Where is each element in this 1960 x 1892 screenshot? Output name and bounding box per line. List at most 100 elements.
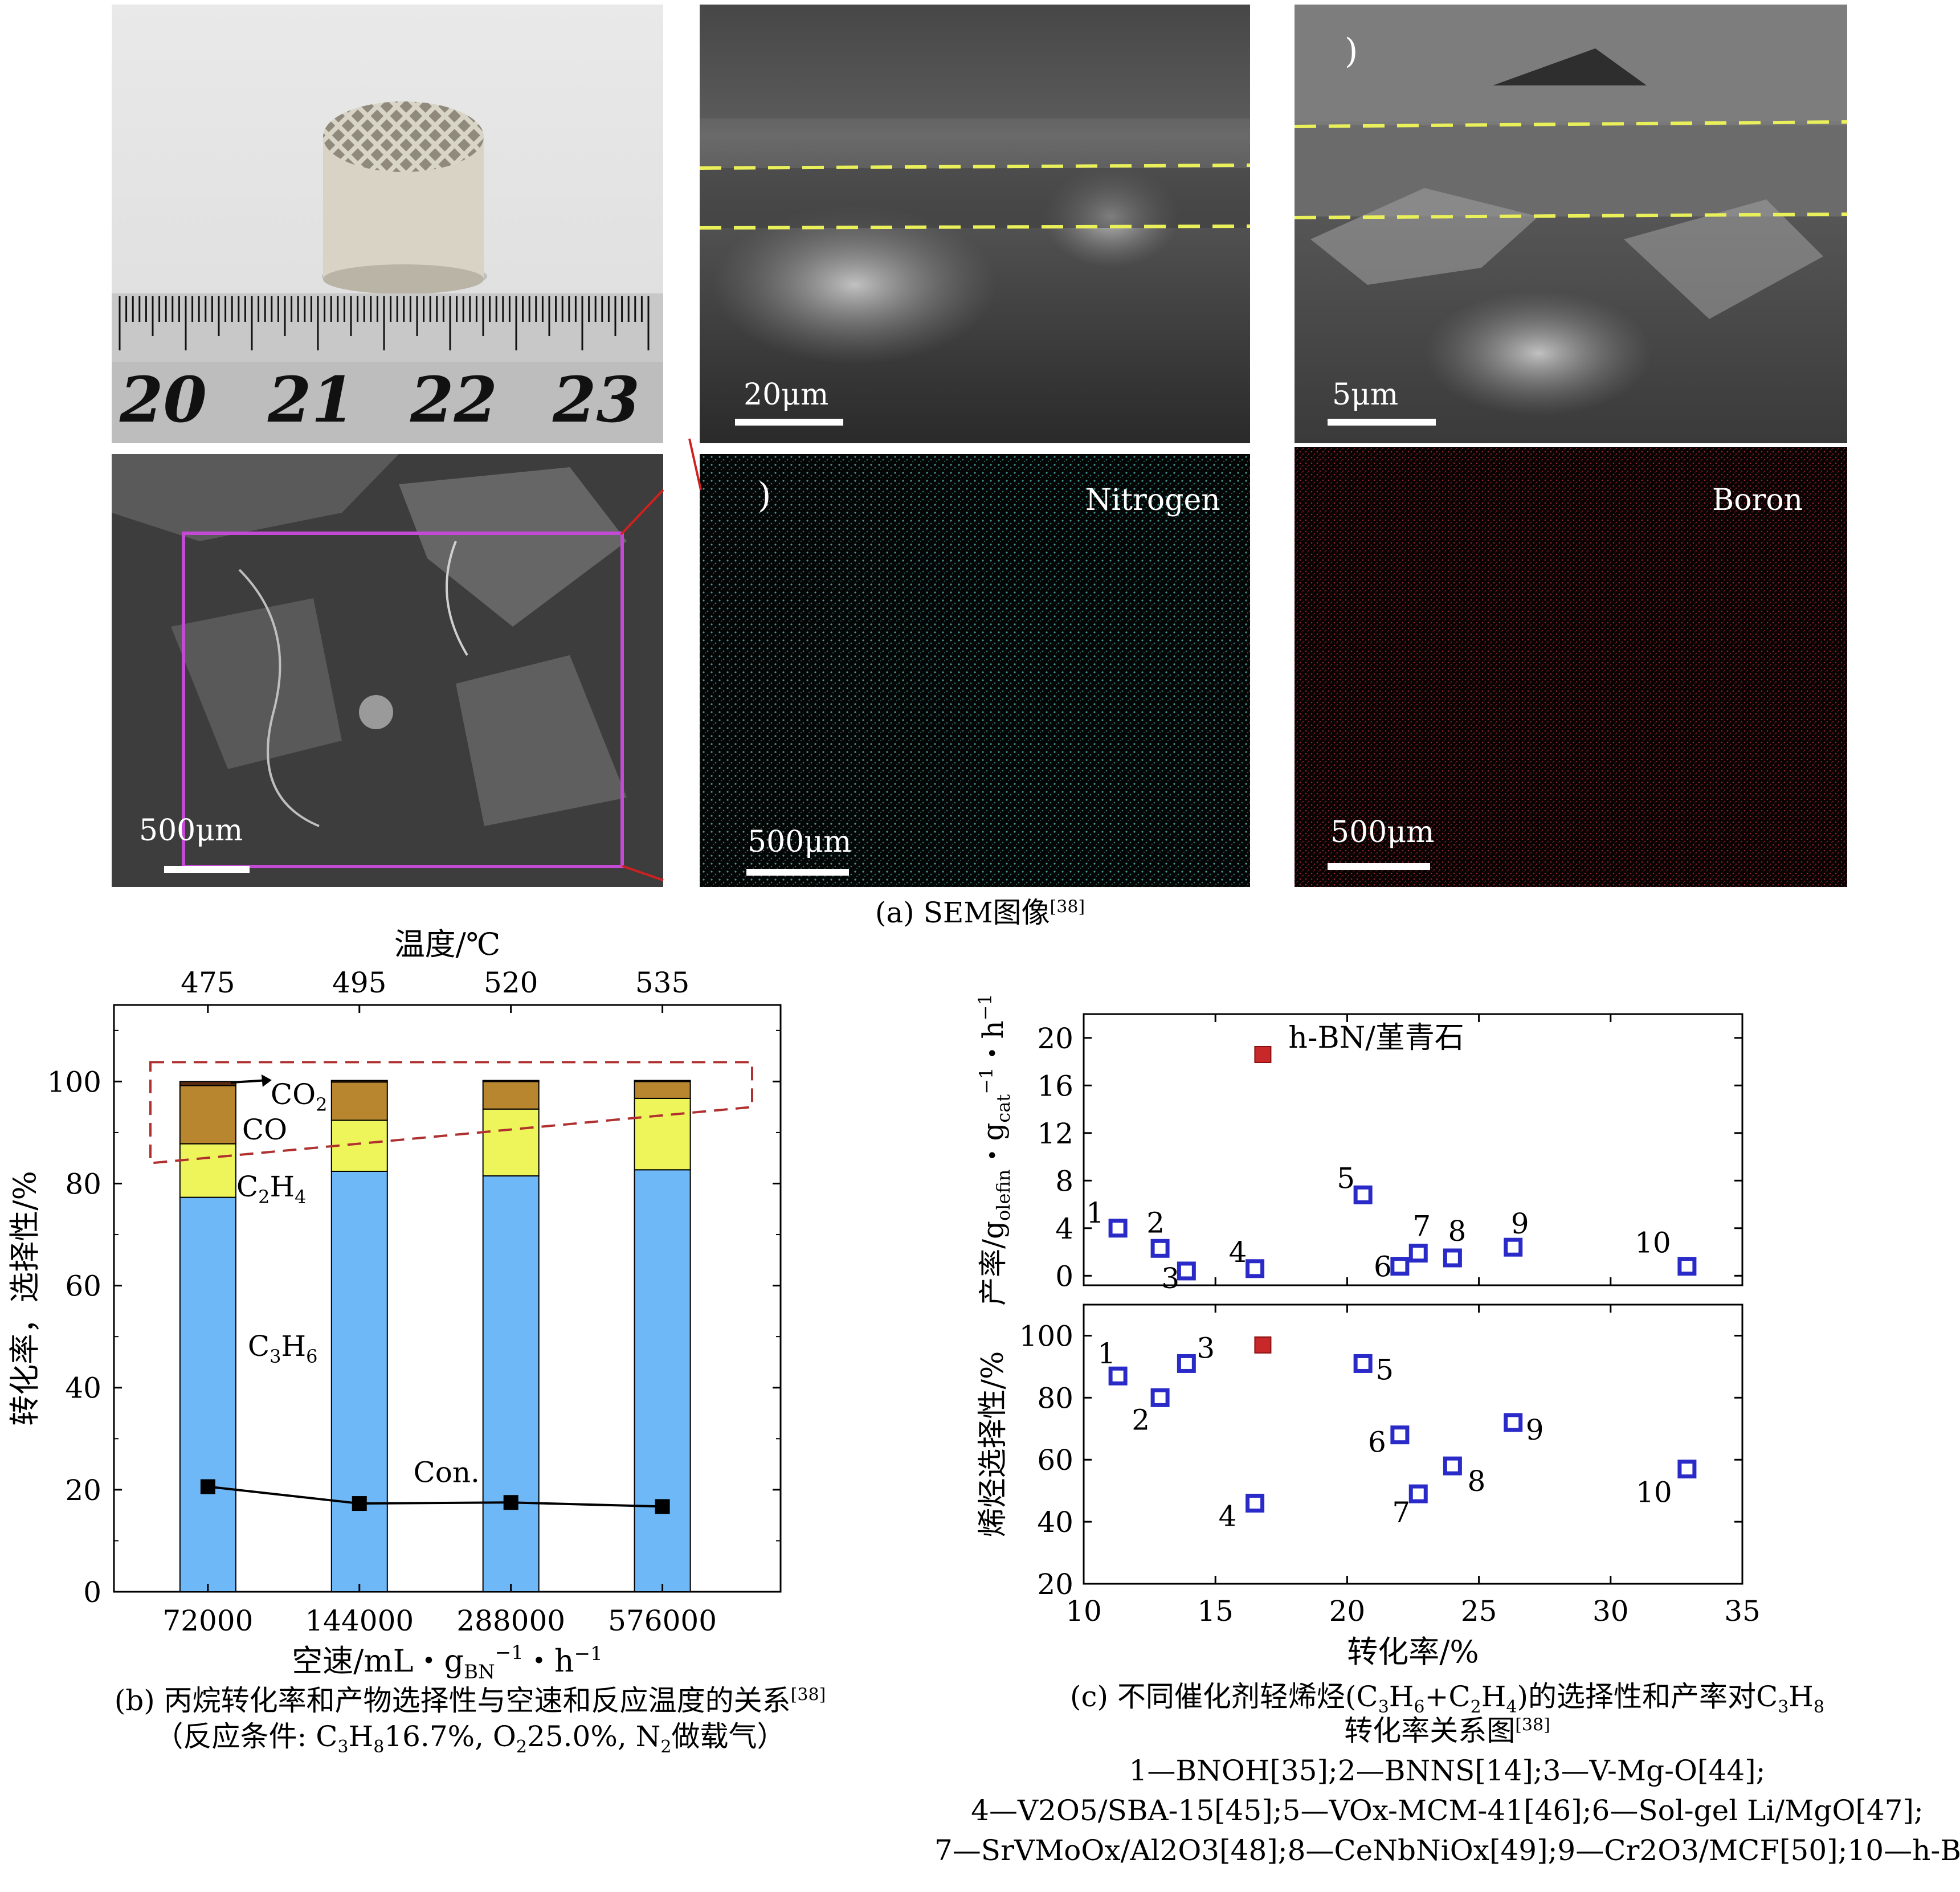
ytick-yield-4: 4 [1055, 1212, 1073, 1245]
eds-map-nitrogen: ) [700, 454, 1250, 887]
ytick-selectivity-100: 100 [1019, 1319, 1073, 1352]
label-yield-3: 3 [1161, 1262, 1179, 1295]
label-selectivity-4: 4 [1219, 1499, 1237, 1533]
x-axis-label: 空速/mL・gBN−1・h−1 [292, 1641, 603, 1683]
element-label-boron: Boron [1712, 483, 1803, 517]
xtick-label-72000: 72000 [162, 1604, 253, 1637]
top-tick-label-475: 475 [181, 966, 235, 999]
point-yield-9 [1504, 1237, 1523, 1257]
xtick-label-15: 15 [1197, 1595, 1234, 1628]
point-yield-5 [1353, 1185, 1373, 1204]
bar-c3h6-144000 [330, 1170, 388, 1592]
bar-c3h6-576000 [634, 1169, 691, 1592]
ruler-label-23: 23 [552, 363, 640, 436]
y-axis-label-selectivity: 烯烃选择性/% [976, 1351, 1010, 1538]
label-conversion: Con. [413, 1456, 479, 1489]
sem-panel: 20 21 22 23 20μm ) 5μm [112, 5, 1848, 887]
label-selectivity-7: 7 [1392, 1496, 1410, 1529]
bar-co-144000 [330, 1081, 388, 1121]
xtick-label-576000: 576000 [608, 1604, 717, 1637]
point-yield-7 [1408, 1244, 1428, 1263]
caption-panel-b-line1: (b) 丙烷转化率和产物选择性与空速和反应温度的关系[38] [114, 1684, 826, 1717]
label-yield-4: 4 [1229, 1236, 1247, 1269]
scale-label-20um: 20μm [744, 378, 828, 412]
bar-c2h4-288000 [482, 1108, 540, 1177]
ytick-label-100: 100 [47, 1065, 101, 1098]
point-yield-3 [1177, 1261, 1196, 1281]
label-yield-1: 1 [1086, 1196, 1104, 1229]
label-yield-8: 8 [1448, 1215, 1466, 1248]
top-tick-label-535: 535 [635, 966, 689, 999]
ytick-yield-12: 12 [1037, 1117, 1073, 1150]
label-yield-2: 2 [1146, 1206, 1165, 1239]
bar-c2h4-72000 [179, 1143, 236, 1198]
xtick-label-25: 25 [1461, 1595, 1497, 1628]
point-selectivity-hbn-cordierite [1254, 1336, 1272, 1354]
y-axis-label-yield: 产率/golefin・gcat−1・h−1 [974, 994, 1014, 1306]
ruler-label-20: 20 [119, 363, 207, 436]
bar-c2h4-144000 [330, 1119, 388, 1172]
ytick-yield-16: 16 [1037, 1069, 1073, 1102]
sem-image-cross-section-5um: ) [1294, 5, 1848, 443]
label-hbn-cordierite: h-BN/堇青石 [1288, 1021, 1464, 1055]
label-selectivity-6: 6 [1368, 1426, 1386, 1459]
ytick-selectivity-60: 60 [1037, 1444, 1073, 1477]
point-conversion-144000 [352, 1496, 367, 1511]
point-yield-hbn-cordierite [1254, 1045, 1272, 1063]
element-label-nitrogen: Nitrogen [1085, 483, 1220, 517]
label-co: CO [242, 1113, 287, 1146]
xtick-label-35: 35 [1724, 1595, 1761, 1628]
label-selectivity-5: 5 [1375, 1353, 1394, 1386]
legend-line-2: 4—V2O5/SBA-15[45];5—VOx-MCM-41[46];6—Sol… [971, 1794, 1924, 1827]
point-selectivity-5 [1353, 1354, 1373, 1373]
bar-co-72000 [179, 1085, 236, 1145]
ruler-ticks [119, 296, 650, 350]
bar-c3h6-288000 [482, 1175, 540, 1593]
x-axis-label: 转化率/% [1347, 1634, 1479, 1670]
sem-image-surface-500um [112, 454, 664, 887]
label-yield-6: 6 [1374, 1251, 1392, 1284]
xtick-label-144000: 144000 [305, 1604, 414, 1637]
caption-panel-b-line2: （反应条件: C3H816.7%, O225.0%, N2做载气） [154, 1720, 786, 1757]
label-selectivity-3: 3 [1197, 1331, 1215, 1364]
bar-c2h4-576000 [634, 1097, 691, 1171]
point-selectivity-9 [1504, 1413, 1523, 1432]
label-c2h4: C2H4 [236, 1170, 307, 1208]
y-axis-label: 转化率，选择性/% [7, 1171, 43, 1426]
xtick-label-20: 20 [1329, 1595, 1366, 1628]
ytick-selectivity-40: 40 [1037, 1506, 1073, 1539]
ytick-yield-20: 20 [1037, 1022, 1073, 1055]
bar-co-576000 [634, 1081, 691, 1099]
scale-label-500um-surface: 500μm [139, 814, 243, 848]
label-yield-5: 5 [1337, 1162, 1355, 1195]
scale-label-500um-nitrogen: 500μm [748, 825, 851, 859]
point-selectivity-2 [1150, 1388, 1170, 1407]
point-conversion-288000 [503, 1495, 518, 1510]
label-selectivity-10: 10 [1636, 1476, 1672, 1509]
point-conversion-576000 [655, 1499, 670, 1514]
sem-image-cross-section-20um [699, 5, 1251, 443]
ytick-label-80: 80 [65, 1167, 101, 1200]
point-yield-6 [1390, 1257, 1410, 1276]
label-c3h6: C3H6 [248, 1330, 318, 1367]
point-selectivity-3 [1177, 1354, 1196, 1373]
ytick-label-20: 20 [65, 1474, 101, 1507]
plot-frame-selectivity [1083, 1303, 1743, 1585]
highlight-box [149, 1061, 753, 1164]
scale-label-500um-boron: 500μm [1330, 815, 1434, 849]
bar-co2-144000 [330, 1080, 388, 1083]
legend-line-1: 1—BNOH[35];2—BNNS[14];3—V-Mg-O[44]; [1129, 1754, 1766, 1787]
ytick-label-40: 40 [65, 1372, 101, 1405]
label-yield-10: 10 [1635, 1227, 1671, 1260]
ytick-selectivity-20: 20 [1037, 1568, 1073, 1601]
point-selectivity-7 [1408, 1484, 1428, 1503]
label-selectivity-9: 9 [1526, 1413, 1544, 1446]
point-selectivity-6 [1390, 1425, 1410, 1445]
caption-panel-c-line1: (c) 不同催化剂轻烯烃(C3H6+C2H4)的选择性和产率对C3H8 [1070, 1680, 1824, 1717]
ytick-yield-8: 8 [1055, 1164, 1073, 1198]
svg-text:): ) [758, 476, 771, 516]
ruler-label-21: 21 [267, 363, 355, 436]
point-selectivity-8 [1443, 1456, 1462, 1476]
ytick-label-60: 60 [65, 1270, 101, 1303]
